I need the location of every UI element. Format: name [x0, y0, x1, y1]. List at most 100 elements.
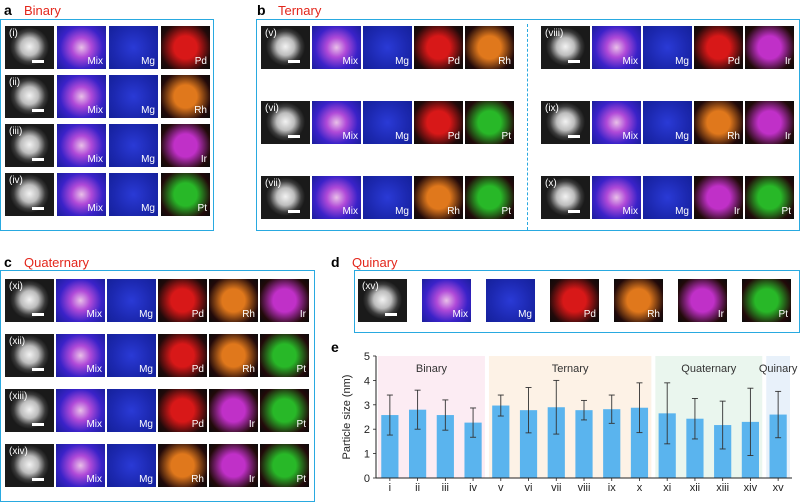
element-map-mg: Mg — [109, 75, 158, 118]
particle-id-label: (x) — [545, 178, 557, 189]
element-label: Ir — [248, 419, 255, 430]
panel-b-letter: b — [257, 2, 266, 18]
haadf-image: (vii) — [261, 176, 310, 219]
panel-a-title: Binary — [24, 3, 61, 18]
x-tick-label: iii — [442, 482, 449, 494]
element-map-mix: Mix — [56, 389, 105, 432]
element-map-pt: Pt — [260, 444, 309, 487]
x-tick-label: i — [389, 482, 391, 494]
element-label: Mg — [139, 474, 153, 485]
element-label: Mg — [675, 56, 689, 67]
element-label: Mg — [675, 206, 689, 217]
x-tick-label: vii — [551, 482, 561, 494]
element-label: Mix — [87, 154, 103, 165]
y-tick-label: 5 — [364, 351, 370, 363]
element-map-mg: Mg — [363, 101, 412, 144]
element-label: Mix — [342, 206, 358, 217]
element-label: Mix — [86, 309, 102, 320]
element-label: Mg — [141, 105, 155, 116]
x-tick-label: xi — [663, 482, 671, 494]
element-map-mix: Mix — [312, 176, 361, 219]
element-map-rh: Rh — [465, 26, 514, 69]
element-map-mix: Mix — [57, 75, 106, 118]
panel-c-letter: c — [4, 254, 12, 270]
element-label: Pt — [197, 203, 207, 214]
y-tick-label: 4 — [364, 375, 370, 387]
bar — [603, 409, 621, 478]
scale-bar — [32, 109, 44, 112]
particle-id-label: (xii) — [9, 336, 26, 347]
haadf-image: (xv) — [358, 279, 407, 322]
scale-bar — [32, 207, 44, 210]
element-map-mix: Mix — [312, 26, 361, 69]
element-map-pd: Pd — [414, 26, 463, 69]
scale-bar — [32, 60, 44, 63]
element-label: Mg — [395, 131, 409, 142]
element-label: Pt — [778, 309, 788, 320]
bar — [436, 415, 454, 478]
bar — [769, 414, 787, 478]
bar — [464, 422, 482, 478]
bar — [519, 410, 538, 478]
element-map-ir: Ir — [161, 124, 210, 167]
element-label: Rh — [647, 309, 660, 320]
particle-id-label: (ii) — [9, 77, 21, 88]
scale-bar — [288, 60, 300, 63]
haadf-image: (viii) — [541, 26, 590, 69]
scale-bar — [568, 60, 580, 63]
element-label: Mg — [395, 206, 409, 217]
element-label: Mix — [87, 105, 103, 116]
element-label: Mix — [452, 309, 468, 320]
haadf-image: (iii) — [5, 124, 54, 167]
element-label: Rh — [498, 56, 511, 67]
element-label: Mg — [141, 154, 155, 165]
bar — [714, 425, 732, 478]
element-map-pd: Pd — [550, 279, 599, 322]
element-label: Pt — [501, 131, 511, 142]
particle-id-label: (iv) — [9, 175, 23, 186]
particle-id-label: (xi) — [9, 281, 23, 292]
element-label: Rh — [191, 474, 204, 485]
y-tick-label: 0 — [364, 473, 370, 485]
scale-bar — [32, 313, 44, 316]
bar — [409, 409, 427, 478]
element-map-pt: Pt — [465, 176, 514, 219]
panel-e-letter: e — [331, 339, 339, 355]
element-map-ir: Ir — [745, 26, 794, 69]
element-label: Pt — [781, 206, 791, 217]
element-label: Pt — [501, 206, 511, 217]
element-label: Pt — [296, 364, 306, 375]
haadf-image: (ix) — [541, 101, 590, 144]
x-tick-label: ix — [608, 482, 616, 494]
element-label: Mix — [622, 206, 638, 217]
element-label: Ir — [733, 206, 740, 217]
element-map-mg: Mg — [107, 334, 156, 377]
element-label: Rh — [194, 105, 207, 116]
element-map-rh: Rh — [694, 101, 743, 144]
element-map-rh: Rh — [158, 444, 207, 487]
panel-d-title: Quinary — [352, 255, 398, 270]
x-tick-label: xiii — [716, 482, 729, 494]
element-map-pt: Pt — [745, 176, 794, 219]
element-map-ir: Ir — [745, 101, 794, 144]
element-map-ir: Ir — [694, 176, 743, 219]
bar — [547, 407, 565, 478]
element-label: Rh — [727, 131, 740, 142]
element-label: Mix — [86, 364, 102, 375]
element-map-mg: Mg — [107, 389, 156, 432]
x-tick-label: viii — [578, 482, 591, 494]
panel-d-letter: d — [331, 254, 340, 270]
bar — [630, 407, 649, 478]
element-label: Pd — [191, 364, 204, 375]
element-map-pt: Pt — [161, 173, 210, 216]
x-tick-label: xiv — [744, 482, 758, 494]
x-tick-label: xii — [690, 482, 700, 494]
panel-a-letter: a — [4, 2, 12, 18]
scale-bar — [288, 210, 300, 213]
haadf-image: (x) — [541, 176, 590, 219]
particle-id-label: (viii) — [545, 28, 564, 39]
element-label: Pd — [191, 309, 204, 320]
element-map-mg: Mg — [486, 279, 535, 322]
element-map-pd: Pd — [158, 334, 207, 377]
x-tick-label: iv — [469, 482, 477, 494]
